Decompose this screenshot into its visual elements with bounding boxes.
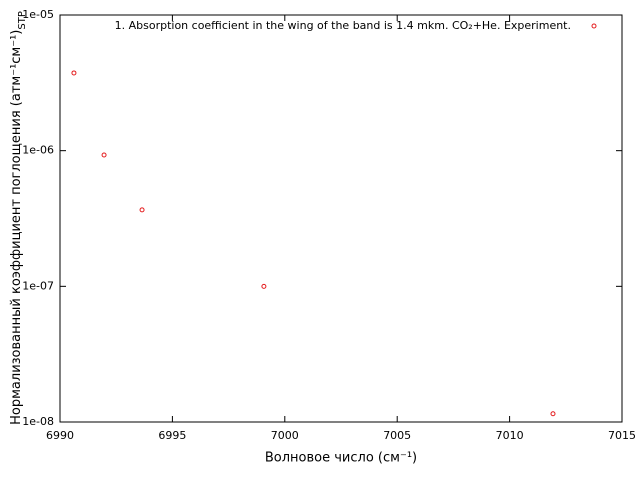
y-tick-label: 1e-06 bbox=[22, 144, 54, 157]
x-tick-label: 7005 bbox=[383, 429, 411, 442]
legend-label: 1. Absorption coefficient in the wing of… bbox=[115, 19, 571, 32]
point bbox=[550, 411, 556, 417]
y-axis-label: Нормализованный коэффициент поглощения (… bbox=[9, 11, 28, 425]
x-tick-label: 6995 bbox=[158, 429, 186, 442]
x-axis-label: Волновое число (см⁻¹) bbox=[265, 451, 417, 466]
point bbox=[101, 152, 107, 158]
point bbox=[71, 70, 77, 76]
point bbox=[261, 283, 267, 289]
y-tick-label: 1e-05 bbox=[22, 8, 54, 21]
x-tick-label: 7010 bbox=[496, 429, 524, 442]
x-tick-label: 7000 bbox=[271, 429, 299, 442]
legend-marker bbox=[591, 23, 597, 29]
point bbox=[139, 207, 145, 213]
y-tick-label: 1e-07 bbox=[22, 279, 54, 292]
x-tick-label: 7015 bbox=[608, 429, 636, 442]
y-axis-label-main: Нормализованный коэффициент поглощения (… bbox=[9, 30, 24, 425]
y-axis-label-subscript: STP bbox=[17, 11, 28, 30]
y-tick-label: 1e-08 bbox=[22, 415, 54, 428]
plot-border bbox=[59, 14, 623, 423]
x-tick-label: 6990 bbox=[46, 429, 74, 442]
